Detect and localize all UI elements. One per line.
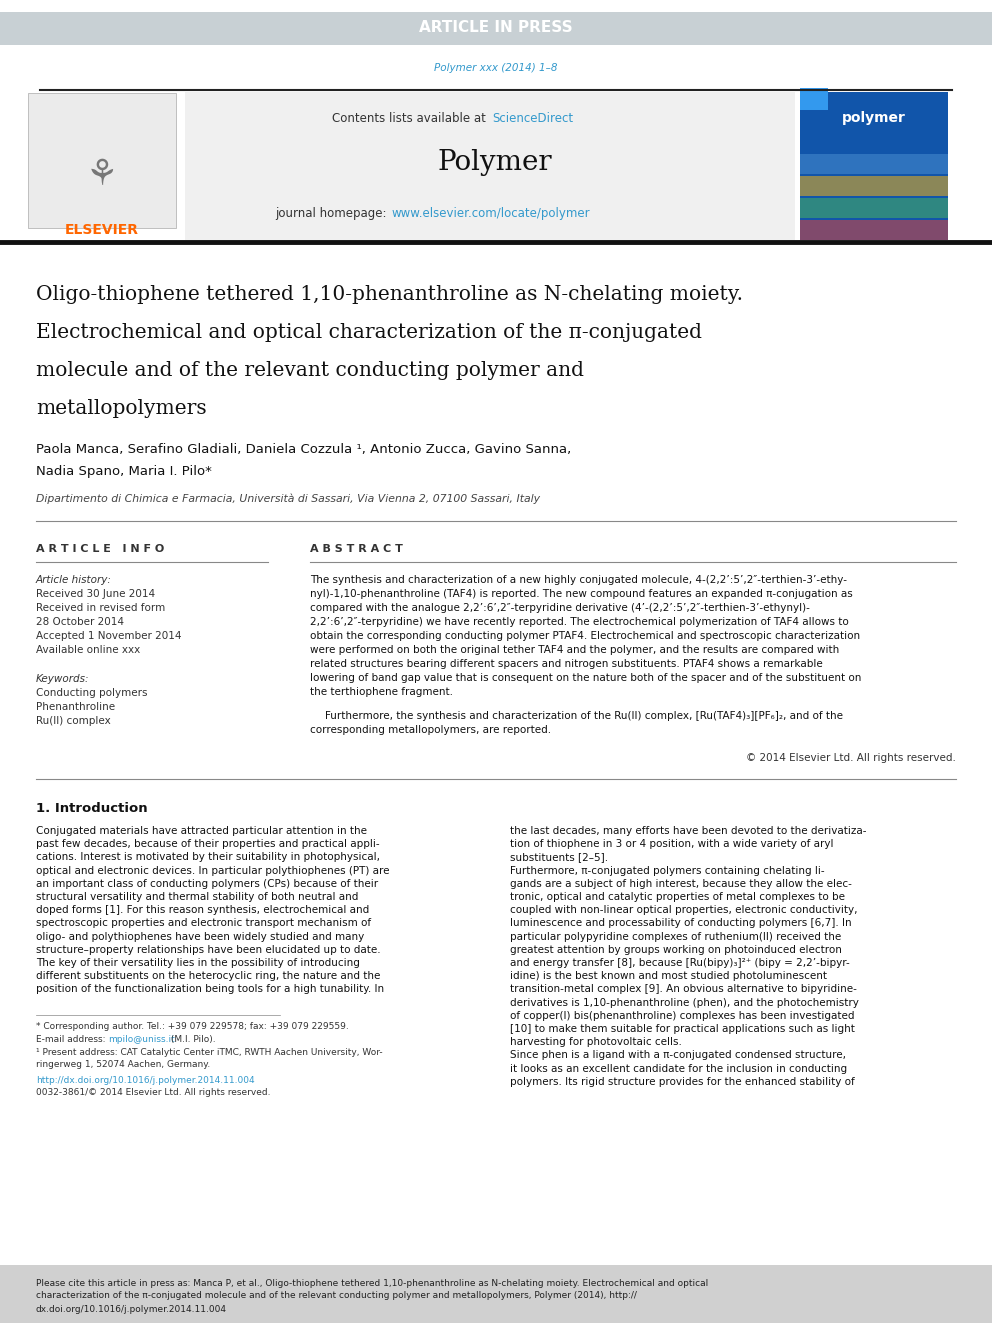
Text: optical and electronic devices. In particular polythiophenes (PT) are: optical and electronic devices. In parti… xyxy=(36,865,390,876)
Text: 28 October 2014: 28 October 2014 xyxy=(36,617,124,627)
Text: Conjugated materials have attracted particular attention in the: Conjugated materials have attracted part… xyxy=(36,826,367,836)
Text: transition-metal complex [9]. An obvious alternative to bipyridine-: transition-metal complex [9]. An obvious… xyxy=(510,984,857,995)
Text: of copper(I) bis(phenanthroline) complexes has been investigated: of copper(I) bis(phenanthroline) complex… xyxy=(510,1011,854,1021)
Bar xyxy=(0,1265,992,1323)
Text: coupled with non-linear optical properties, electronic conductivity,: coupled with non-linear optical properti… xyxy=(510,905,857,916)
Text: Nadia Spano, Maria I. Pilo*: Nadia Spano, Maria I. Pilo* xyxy=(36,464,212,478)
Text: gands are a subject of high interest, because they allow the elec-: gands are a subject of high interest, be… xyxy=(510,878,852,889)
Text: compared with the analogue 2,2’:6’,2″-terpyridine derivative (4’-(2,2’:5’,2″-ter: compared with the analogue 2,2’:6’,2″-te… xyxy=(310,603,809,613)
Text: polymers. Its rigid structure provides for the enhanced stability of: polymers. Its rigid structure provides f… xyxy=(510,1077,855,1086)
Text: an important class of conducting polymers (CPs) because of their: an important class of conducting polymer… xyxy=(36,878,378,889)
Text: the terthiophene fragment.: the terthiophene fragment. xyxy=(310,687,453,697)
Text: past few decades, because of their properties and practical appli-: past few decades, because of their prope… xyxy=(36,839,380,849)
Text: different substituents on the heterocyclic ring, the nature and the: different substituents on the heterocycl… xyxy=(36,971,380,982)
Bar xyxy=(185,93,795,239)
Text: Furthermore, π-conjugated polymers containing chelating li-: Furthermore, π-conjugated polymers conta… xyxy=(510,865,824,876)
Text: A R T I C L E   I N F O: A R T I C L E I N F O xyxy=(36,544,165,554)
Text: ScienceDirect: ScienceDirect xyxy=(492,111,573,124)
Text: position of the functionalization being tools for a high tunability. In: position of the functionalization being … xyxy=(36,984,384,995)
Text: journal homepage:: journal homepage: xyxy=(275,206,390,220)
Text: ARTICLE IN PRESS: ARTICLE IN PRESS xyxy=(420,20,572,36)
Text: Article history:: Article history: xyxy=(36,576,112,585)
Text: The key of their versatility lies in the possibility of introducing: The key of their versatility lies in the… xyxy=(36,958,360,968)
Text: 2,2’:6’,2″-terpyridine) we have recently reported. The electrochemical polymeriz: 2,2’:6’,2″-terpyridine) we have recently… xyxy=(310,617,849,627)
Bar xyxy=(800,93,948,239)
Text: oligo- and polythiophenes have been widely studied and many: oligo- and polythiophenes have been wide… xyxy=(36,931,364,942)
Text: ¹ Present address: CAT Catalytic Center iTMC, RWTH Aachen University, Wor-: ¹ Present address: CAT Catalytic Center … xyxy=(36,1048,383,1057)
Text: Polymer: Polymer xyxy=(437,148,553,176)
Text: luminescence and processability of conducting polymers [6,7]. In: luminescence and processability of condu… xyxy=(510,918,851,929)
Text: Contents lists available at: Contents lists available at xyxy=(332,111,490,124)
Text: Since phen is a ligand with a π-conjugated condensed structure,: Since phen is a ligand with a π-conjugat… xyxy=(510,1050,846,1061)
Text: Phenanthroline: Phenanthroline xyxy=(36,703,115,712)
Text: A B S T R A C T: A B S T R A C T xyxy=(310,544,403,554)
Text: metallopolymers: metallopolymers xyxy=(36,400,206,418)
Bar xyxy=(800,198,948,218)
Bar xyxy=(0,12,992,45)
Text: substituents [2–5].: substituents [2–5]. xyxy=(510,852,608,863)
Text: corresponding metallopolymers, are reported.: corresponding metallopolymers, are repor… xyxy=(310,725,552,736)
Text: Furthermore, the synthesis and characterization of the Ru(II) complex, [Ru(TAF4): Furthermore, the synthesis and character… xyxy=(325,710,843,721)
Text: ELSEVIER: ELSEVIER xyxy=(65,224,139,237)
Bar xyxy=(800,176,948,196)
Text: Polymer xxx (2014) 1–8: Polymer xxx (2014) 1–8 xyxy=(434,64,558,73)
Text: 0032-3861/© 2014 Elsevier Ltd. All rights reserved.: 0032-3861/© 2014 Elsevier Ltd. All right… xyxy=(36,1088,271,1097)
Text: E-mail address:: E-mail address: xyxy=(36,1035,108,1044)
Text: nyl)-1,10-phenanthroline (TAF4) is reported. The new compound features an expand: nyl)-1,10-phenanthroline (TAF4) is repor… xyxy=(310,589,853,599)
Bar xyxy=(800,89,828,110)
Text: Electrochemical and optical characterization of the π-conjugated: Electrochemical and optical characteriza… xyxy=(36,324,702,343)
Text: Paola Manca, Serafino Gladiali, Daniela Cozzula ¹, Antonio Zucca, Gavino Sanna,: Paola Manca, Serafino Gladiali, Daniela … xyxy=(36,442,571,455)
Text: lowering of band gap value that is consequent on the nature both of the spacer a: lowering of band gap value that is conse… xyxy=(310,673,861,683)
Text: doped forms [1]. For this reason synthesis, electrochemical and: doped forms [1]. For this reason synthes… xyxy=(36,905,369,916)
Text: related structures bearing different spacers and nitrogen substituents. PTAF4 sh: related structures bearing different spa… xyxy=(310,659,822,669)
Text: The synthesis and characterization of a new highly conjugated molecule, 4-(2,2’:: The synthesis and characterization of a … xyxy=(310,576,847,585)
Text: mpilo@uniss.it: mpilo@uniss.it xyxy=(108,1035,175,1044)
Text: harvesting for photovoltaic cells.: harvesting for photovoltaic cells. xyxy=(510,1037,682,1048)
Text: the last decades, many efforts have been devoted to the derivatiza-: the last decades, many efforts have been… xyxy=(510,826,866,836)
Text: spectroscopic properties and electronic transport mechanism of: spectroscopic properties and electronic … xyxy=(36,918,371,929)
Text: were performed on both the original tether TAF4 and the polymer, and the results: were performed on both the original teth… xyxy=(310,646,839,655)
Text: Received in revised form: Received in revised form xyxy=(36,603,166,613)
Text: ⚘: ⚘ xyxy=(86,157,118,192)
Text: structural versatility and thermal stability of both neutral and: structural versatility and thermal stabi… xyxy=(36,892,358,902)
Text: Received 30 June 2014: Received 30 June 2014 xyxy=(36,589,155,599)
Text: (M.I. Pilo).: (M.I. Pilo). xyxy=(168,1035,215,1044)
Text: it looks as an excellent candidate for the inclusion in conducting: it looks as an excellent candidate for t… xyxy=(510,1064,847,1073)
Text: ringerweg 1, 52074 Aachen, Germany.: ringerweg 1, 52074 Aachen, Germany. xyxy=(36,1060,210,1069)
Text: polymer: polymer xyxy=(842,111,906,124)
Text: www.elsevier.com/locate/polymer: www.elsevier.com/locate/polymer xyxy=(392,206,590,220)
Text: tion of thiophene in 3 or 4 position, with a wide variety of aryl: tion of thiophene in 3 or 4 position, wi… xyxy=(510,839,833,849)
Text: dx.doi.org/10.1016/j.polymer.2014.11.004: dx.doi.org/10.1016/j.polymer.2014.11.004 xyxy=(36,1304,227,1314)
Bar xyxy=(28,93,176,228)
Text: structure–property relationships have been elucidated up to date.: structure–property relationships have be… xyxy=(36,945,381,955)
Text: molecule and of the relevant conducting polymer and: molecule and of the relevant conducting … xyxy=(36,361,584,381)
Bar xyxy=(800,220,948,239)
Text: greatest attention by groups working on photoinduced electron: greatest attention by groups working on … xyxy=(510,945,842,955)
Text: derivatives is 1,10-phenanthroline (phen), and the photochemistry: derivatives is 1,10-phenanthroline (phen… xyxy=(510,998,859,1008)
Text: Available online xxx: Available online xxx xyxy=(36,646,140,655)
Text: Oligo-thiophene tethered 1,10-phenanthroline as N-chelating moiety.: Oligo-thiophene tethered 1,10-phenanthro… xyxy=(36,286,743,304)
Text: Dipartimento di Chimica e Farmacia, Università di Sassari, Via Vienna 2, 07100 S: Dipartimento di Chimica e Farmacia, Univ… xyxy=(36,493,540,504)
Text: characterization of the π-conjugated molecule and of the relevant conducting pol: characterization of the π-conjugated mol… xyxy=(36,1291,637,1301)
Text: Please cite this article in press as: Manca P, et al., Oligo-thiophene tethered : Please cite this article in press as: Ma… xyxy=(36,1278,708,1287)
Text: 1. Introduction: 1. Introduction xyxy=(36,803,148,815)
Text: * Corresponding author. Tel.: +39 079 229578; fax: +39 079 229559.: * Corresponding author. Tel.: +39 079 22… xyxy=(36,1023,349,1031)
Text: © 2014 Elsevier Ltd. All rights reserved.: © 2014 Elsevier Ltd. All rights reserved… xyxy=(746,753,956,763)
Bar xyxy=(800,153,948,175)
Text: Keywords:: Keywords: xyxy=(36,673,89,684)
Text: Ru(II) complex: Ru(II) complex xyxy=(36,716,111,726)
Text: idine) is the best known and most studied photoluminescent: idine) is the best known and most studie… xyxy=(510,971,827,982)
Text: [10] to make them suitable for practical applications such as light: [10] to make them suitable for practical… xyxy=(510,1024,855,1035)
Text: particular polypyridine complexes of ruthenium(II) received the: particular polypyridine complexes of rut… xyxy=(510,931,841,942)
Text: cations. Interest is motivated by their suitability in photophysical,: cations. Interest is motivated by their … xyxy=(36,852,380,863)
Text: tronic, optical and catalytic properties of metal complexes to be: tronic, optical and catalytic properties… xyxy=(510,892,845,902)
Text: Conducting polymers: Conducting polymers xyxy=(36,688,148,699)
Text: Accepted 1 November 2014: Accepted 1 November 2014 xyxy=(36,631,182,642)
Text: obtain the corresponding conducting polymer PTAF4. Electrochemical and spectrosc: obtain the corresponding conducting poly… xyxy=(310,631,860,642)
Text: and energy transfer [8], because [Ru(bipy)₃]²⁺ (bipy = 2,2’-bipyr-: and energy transfer [8], because [Ru(bip… xyxy=(510,958,850,968)
Text: http://dx.doi.org/10.1016/j.polymer.2014.11.004: http://dx.doi.org/10.1016/j.polymer.2014… xyxy=(36,1076,255,1085)
